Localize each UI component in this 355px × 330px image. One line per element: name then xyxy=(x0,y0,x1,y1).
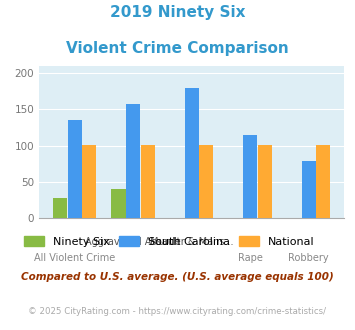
Text: © 2025 CityRating.com - https://www.cityrating.com/crime-statistics/: © 2025 CityRating.com - https://www.city… xyxy=(28,307,327,316)
Bar xyxy=(53,198,67,218)
Bar xyxy=(126,104,140,218)
Text: 2019 Ninety Six: 2019 Ninety Six xyxy=(110,5,245,20)
Bar xyxy=(258,145,272,218)
Bar xyxy=(316,145,331,218)
Bar xyxy=(82,145,96,218)
Text: Violent Crime Comparison: Violent Crime Comparison xyxy=(66,41,289,56)
Bar xyxy=(67,120,82,218)
Bar xyxy=(141,145,155,218)
Bar xyxy=(185,88,199,218)
Text: Murder & Mans...: Murder & Mans... xyxy=(150,237,234,247)
Bar xyxy=(302,161,316,218)
Bar xyxy=(243,135,257,218)
Text: Aggravated Assault: Aggravated Assault xyxy=(86,237,181,247)
Bar xyxy=(111,189,126,218)
Legend: Ninety Six, South Carolina, National: Ninety Six, South Carolina, National xyxy=(20,232,318,251)
Text: All Violent Crime: All Violent Crime xyxy=(34,252,115,263)
Text: Robbery: Robbery xyxy=(289,252,329,263)
Text: Compared to U.S. average. (U.S. average equals 100): Compared to U.S. average. (U.S. average … xyxy=(21,272,334,282)
Bar xyxy=(199,145,213,218)
Text: Rape: Rape xyxy=(238,252,263,263)
